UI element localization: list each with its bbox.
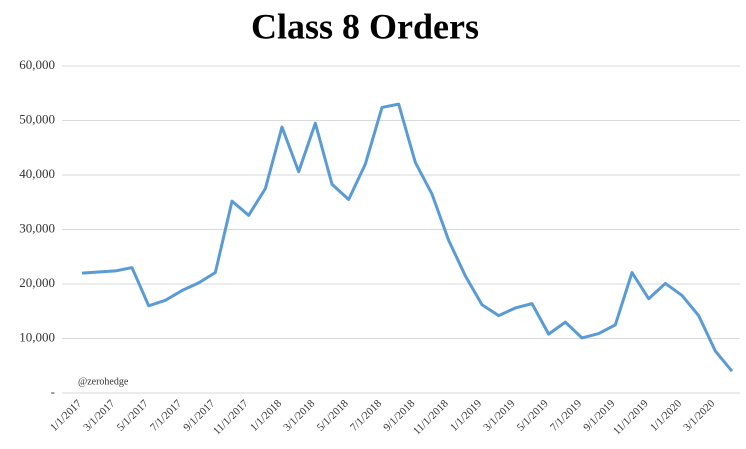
x-tick-label: 3/1/2020 (681, 397, 717, 433)
x-tick-label: 7/1/2018 (348, 397, 384, 433)
x-tick-label: 3/1/2018 (281, 397, 317, 433)
x-tick-label: 3/1/2019 (481, 397, 517, 433)
data-line (81, 102, 734, 373)
x-tick-label: 1/1/2020 (648, 397, 684, 433)
x-tick-label: 1/1/2018 (248, 397, 284, 433)
x-tick-label: 5/1/2018 (315, 397, 351, 433)
y-tick-label: - (51, 384, 55, 399)
y-tick-label: 50,000 (19, 111, 55, 126)
x-tick-label: 3/1/2017 (81, 397, 117, 433)
x-tick-label: 7/1/2019 (548, 397, 584, 433)
annotation: @zerohedge (78, 376, 129, 387)
chart-title: Class 8 Orders (251, 6, 479, 46)
y-tick-label: 10,000 (19, 329, 55, 344)
x-tick-label: 5/1/2017 (115, 397, 151, 433)
y-tick-label: 20,000 (19, 275, 55, 290)
x-tick-label: 5/1/2019 (515, 397, 551, 433)
y-tick-label: 30,000 (19, 220, 55, 235)
x-tick-label: 1/1/2019 (448, 397, 484, 433)
x-tick-label: 11/1/2018 (411, 397, 451, 437)
x-tick-label: 11/1/2017 (211, 397, 251, 437)
x-tick-label: 1/1/2017 (48, 397, 84, 433)
y-tick-label: 40,000 (19, 166, 55, 181)
y-tick-label: 60,000 (19, 57, 55, 72)
x-tick-label: 7/1/2017 (148, 397, 184, 433)
x-tick-label: 11/1/2019 (611, 397, 651, 437)
